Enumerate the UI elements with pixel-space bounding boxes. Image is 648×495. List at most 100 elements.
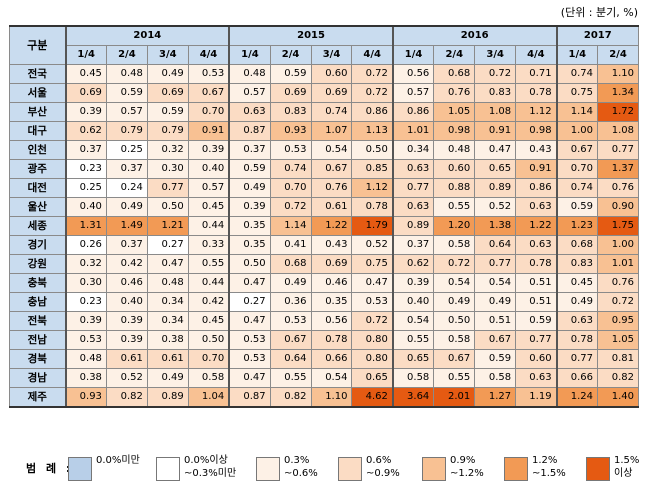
value-cell: 0.49 <box>433 292 476 312</box>
value-cell: 0.51 <box>474 311 517 331</box>
value-cell: 0.88 <box>433 178 476 198</box>
value-cell: 0.60 <box>515 349 558 369</box>
quarter-header: 3/4 <box>310 45 353 65</box>
value-cell: 0.78 <box>310 330 353 350</box>
value-cell: 0.38 <box>64 368 107 388</box>
value-cell: 0.51 <box>515 292 558 312</box>
quarter-header: 1/4 <box>64 45 107 65</box>
value-cell: 0.47 <box>228 311 271 331</box>
value-cell: 0.50 <box>187 330 230 350</box>
value-cell: 0.70 <box>555 159 598 179</box>
region-label: 세종 <box>9 216 66 236</box>
table-row: 충남 0.23 0.40 0.34 0.42 0.27 0.36 0.35 0.53 0.40 0.… <box>9 292 640 312</box>
value-cell: 0.68 <box>555 235 598 255</box>
table-row: 세종 1.31 1.49 1.21 0.44 0.35 1.14 1.22 1.79 0.89 1.… <box>9 216 640 236</box>
value-cell: 0.81 <box>596 349 640 369</box>
value-cell: 0.54 <box>310 368 353 388</box>
value-cell: 0.53 <box>228 349 271 369</box>
value-cell: 0.63 <box>391 197 435 217</box>
value-cell: 1.05 <box>433 102 476 122</box>
value-cell: 0.35 <box>228 235 271 255</box>
region-label: 강원 <box>9 254 66 274</box>
quarter-header: 1/4 <box>391 45 435 65</box>
value-cell: 1.00 <box>596 235 640 255</box>
value-cell: 1.19 <box>515 387 558 408</box>
value-cell: 0.80 <box>351 349 394 369</box>
value-cell: 0.23 <box>64 159 107 179</box>
value-cell: 1.49 <box>105 216 148 236</box>
quarter-header: 3/4 <box>146 45 189 65</box>
value-cell: 0.87 <box>228 121 271 141</box>
value-cell: 0.74 <box>555 178 598 198</box>
value-cell: 0.37 <box>105 235 148 255</box>
value-cell: 0.85 <box>351 159 394 179</box>
value-cell: 0.50 <box>433 311 476 331</box>
value-cell: 0.24 <box>105 178 148 198</box>
region-label: 인천 <box>9 140 66 160</box>
value-cell: 0.59 <box>269 64 312 84</box>
value-cell: 0.52 <box>351 235 394 255</box>
value-cell: 0.48 <box>105 64 148 84</box>
value-cell: 0.70 <box>187 349 230 369</box>
region-label: 광주 <box>9 159 66 179</box>
value-cell: 0.43 <box>515 140 558 160</box>
legend-label: 0.0%이상 ~0.3%미만 <box>184 455 237 479</box>
value-cell: 0.37 <box>391 235 435 255</box>
value-cell: 0.39 <box>391 273 435 293</box>
value-cell: 0.70 <box>269 178 312 198</box>
value-cell: 0.61 <box>105 349 148 369</box>
value-cell: 0.40 <box>105 292 148 312</box>
value-cell: 0.34 <box>146 292 189 312</box>
value-cell: 0.95 <box>596 311 640 331</box>
value-cell: 0.77 <box>474 254 517 274</box>
value-cell: 0.63 <box>515 197 558 217</box>
legend-label: 0.3% ~0.6% <box>284 455 318 479</box>
table-row: 제주 0.93 0.82 0.89 1.04 0.87 0.82 1.10 4.62 3.64 2.… <box>9 387 640 408</box>
value-cell: 0.63 <box>515 368 558 388</box>
value-cell: 0.55 <box>433 197 476 217</box>
legend-swatch <box>422 457 446 481</box>
value-cell: 1.37 <box>596 159 640 179</box>
table-row: 서울 0.69 0.59 0.69 0.67 0.57 0.69 0.69 0.72 0.57 0.… <box>9 83 640 103</box>
region-label: 전국 <box>9 64 66 84</box>
value-cell: 0.78 <box>351 197 394 217</box>
value-cell: 4.62 <box>351 387 394 408</box>
value-cell: 0.87 <box>228 387 271 408</box>
table-row: 인천 0.37 0.25 0.32 0.39 0.37 0.53 0.54 0.50 0.34 0.… <box>9 140 640 160</box>
value-cell: 0.98 <box>515 121 558 141</box>
value-cell: 0.42 <box>187 292 230 312</box>
value-cell: 0.67 <box>187 83 230 103</box>
value-cell: 0.61 <box>146 349 189 369</box>
value-cell: 0.37 <box>105 159 148 179</box>
value-cell: 0.69 <box>64 83 107 103</box>
value-cell: 0.64 <box>269 349 312 369</box>
value-cell: 0.27 <box>146 235 189 255</box>
value-cell: 0.91 <box>187 121 230 141</box>
year-header: 2017 <box>555 25 639 46</box>
value-cell: 0.53 <box>269 311 312 331</box>
value-cell: 1.20 <box>433 216 476 236</box>
value-cell: 1.38 <box>474 216 517 236</box>
value-cell: 0.54 <box>474 273 517 293</box>
value-cell: 0.72 <box>351 64 394 84</box>
region-label: 전남 <box>9 330 66 350</box>
region-label: 서울 <box>9 83 66 103</box>
value-cell: 0.48 <box>146 273 189 293</box>
value-cell: 0.68 <box>269 254 312 274</box>
value-cell: 0.49 <box>105 197 148 217</box>
value-cell: 0.91 <box>474 121 517 141</box>
table-row: 전국 0.45 0.48 0.49 0.53 0.48 0.59 0.60 0.72 0.56 0.… <box>9 64 640 84</box>
value-cell: 0.59 <box>228 159 271 179</box>
value-cell: 0.55 <box>269 368 312 388</box>
value-cell: 0.69 <box>146 83 189 103</box>
value-cell: 0.93 <box>64 387 107 408</box>
value-cell: 0.89 <box>146 387 189 408</box>
value-cell: 0.39 <box>187 140 230 160</box>
value-cell: 0.69 <box>269 83 312 103</box>
value-cell: 0.54 <box>391 311 435 331</box>
value-cell: 0.79 <box>105 121 148 141</box>
value-cell: 0.59 <box>474 349 517 369</box>
value-cell: 0.71 <box>515 64 558 84</box>
legend-label: 0.0%미만 <box>96 455 140 466</box>
value-cell: 0.57 <box>228 83 271 103</box>
